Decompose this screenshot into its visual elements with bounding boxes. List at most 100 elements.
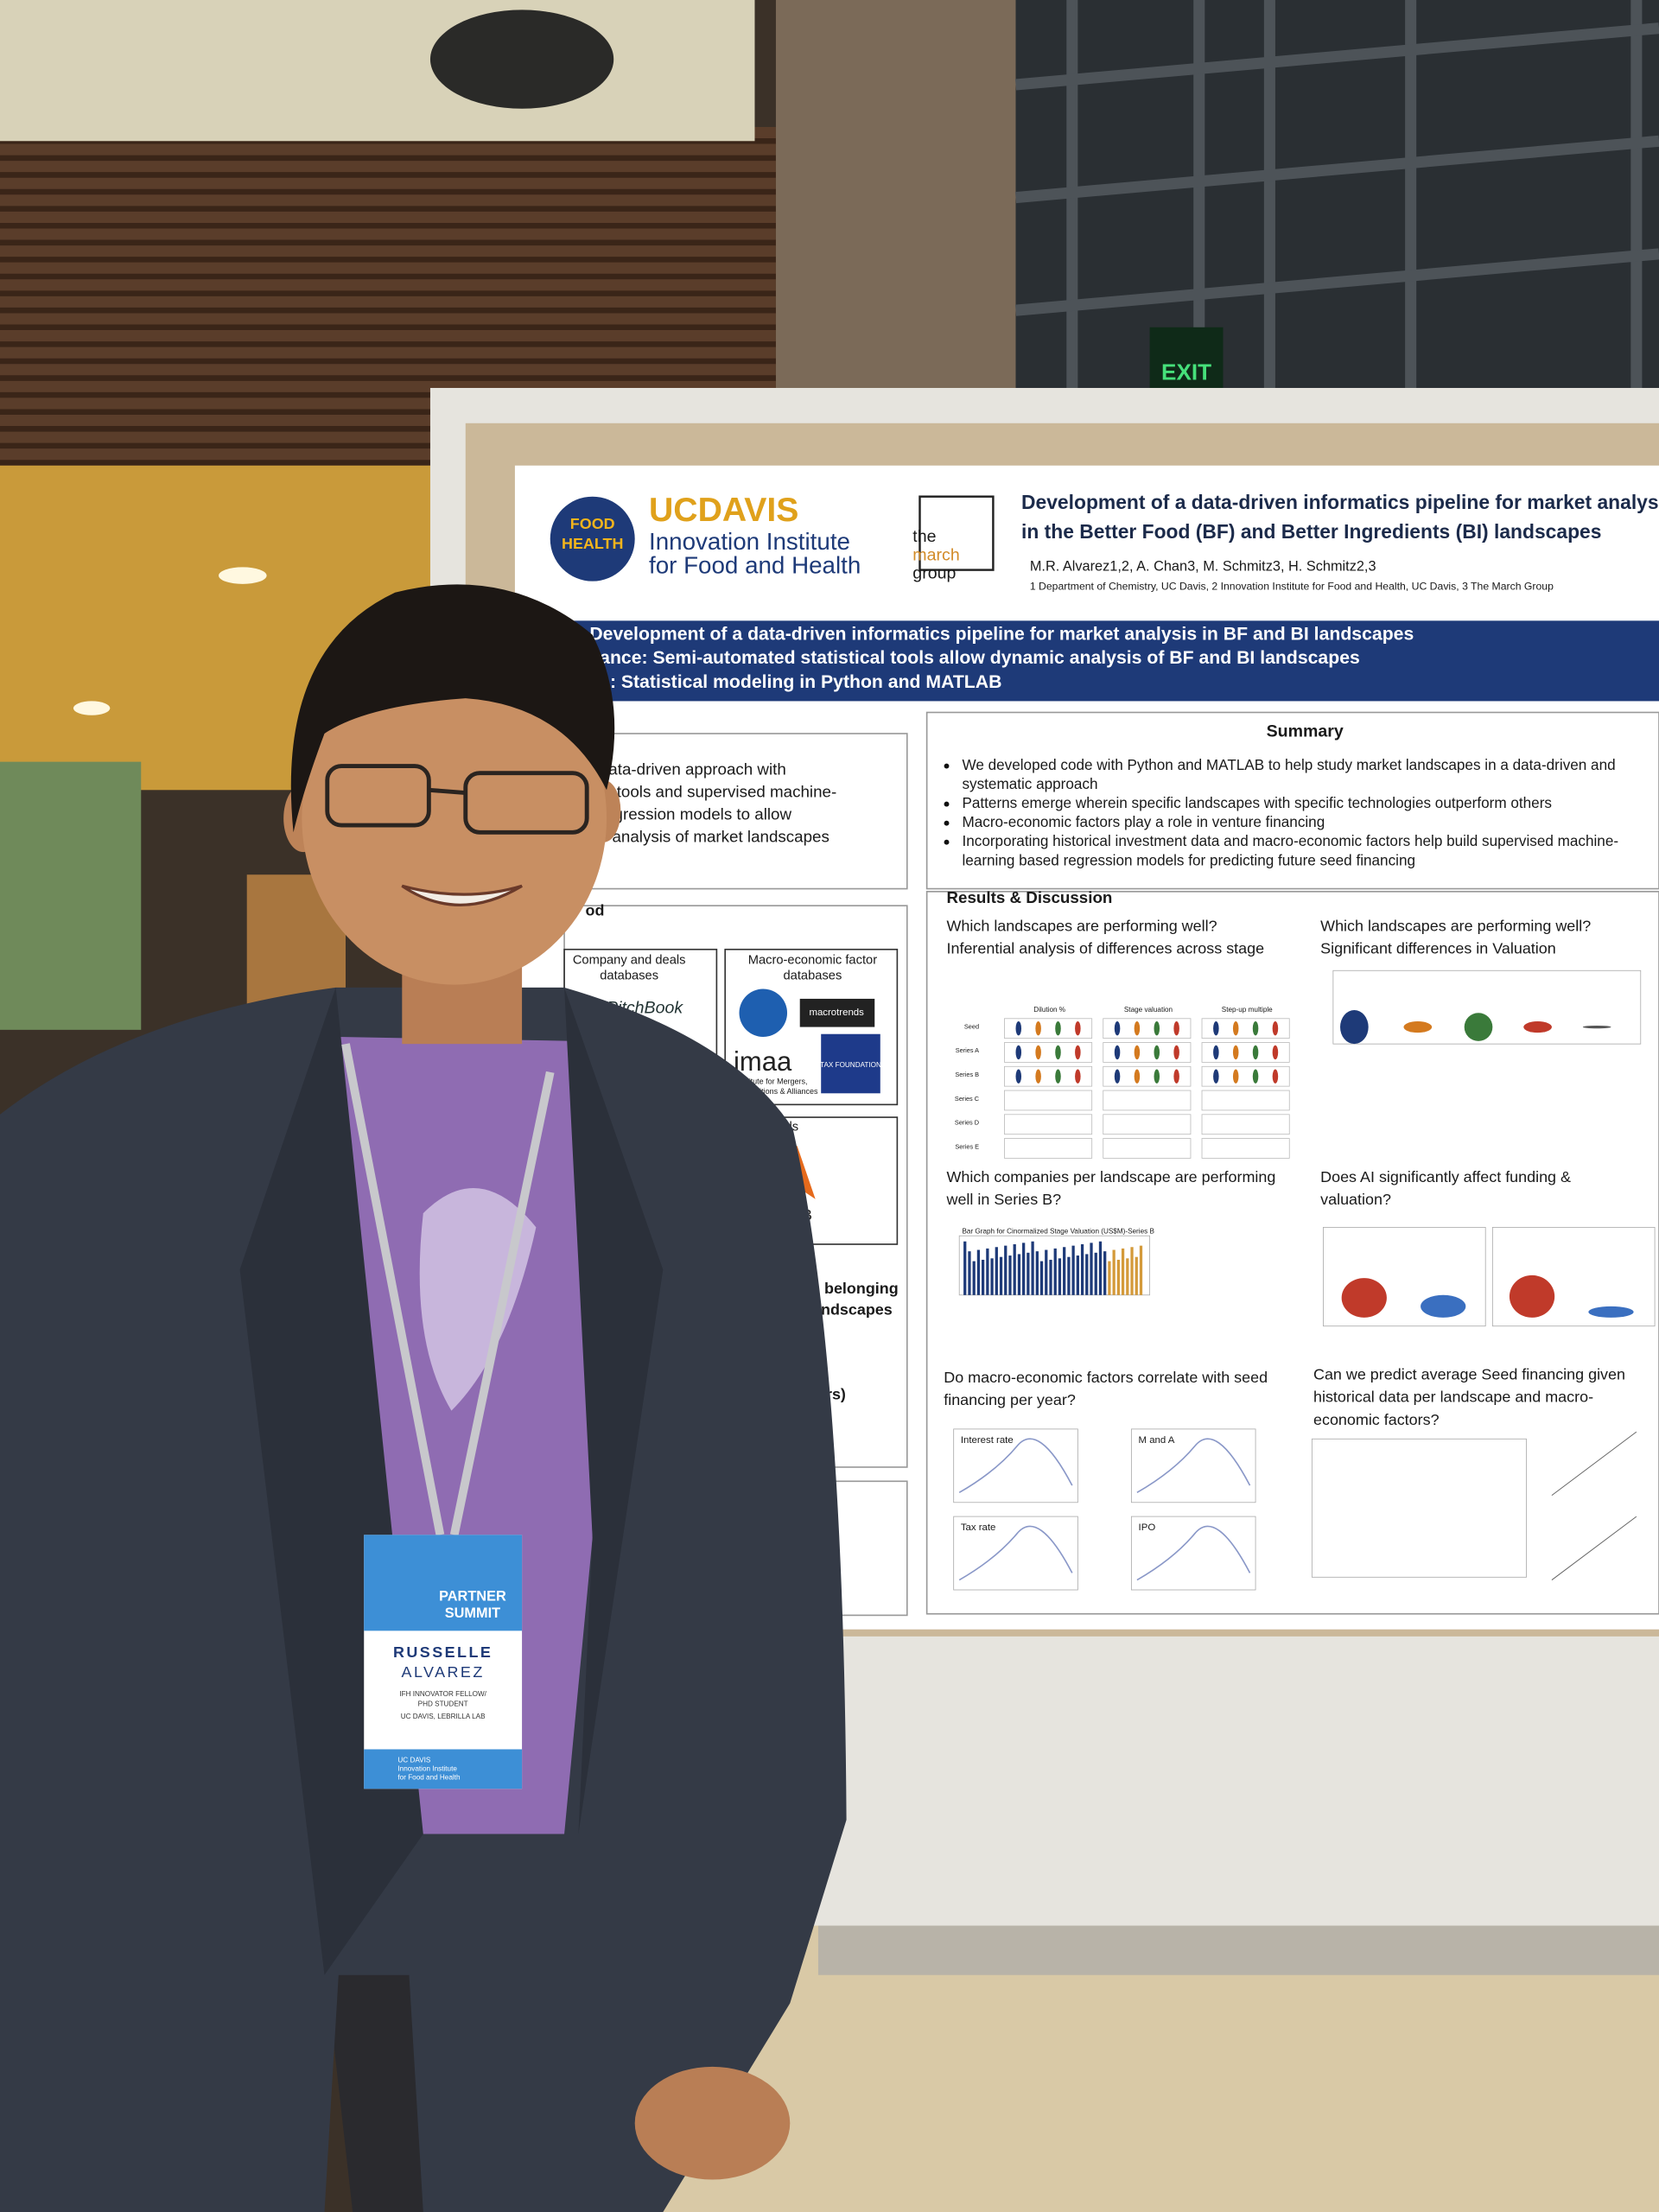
text-label: Can we predict average Seed financing gi…: [1313, 1366, 1625, 1383]
text-label: economic factors?: [1313, 1411, 1440, 1428]
fit-line: [1551, 1516, 1637, 1580]
violin: [1523, 1021, 1552, 1033]
bar: [1130, 1247, 1134, 1295]
text-label: Incorporating historical investment data…: [962, 832, 1618, 849]
violin: [1252, 1069, 1259, 1084]
text-label: Which landscapes are performing well?: [947, 917, 1217, 934]
smile: [401, 884, 523, 906]
bar: [1027, 1252, 1030, 1295]
bar: [963, 1241, 967, 1295]
text-label: Seed: [964, 1023, 979, 1031]
plot-box: [953, 1428, 1078, 1503]
bar: [1058, 1258, 1062, 1295]
violin: [1464, 1013, 1493, 1041]
text-label: UC DAVIS, LEBRILLA LAB: [401, 1713, 486, 1720]
text-label: macrotrends: [809, 1007, 864, 1018]
plot-cell: [1201, 1138, 1290, 1159]
macrotrends-logo: [799, 998, 875, 1027]
bullet: [944, 763, 950, 769]
text-label: : Development of a data-driven informati…: [578, 624, 1414, 644]
text-label: Stage valuation: [1124, 1006, 1173, 1014]
text-label: c analysis of market landscapes: [600, 828, 830, 846]
text-label: UC DAVIS: [397, 1757, 430, 1764]
plot-box: [1491, 1227, 1656, 1327]
plot-cell: [1004, 1138, 1093, 1159]
green-wall: [0, 761, 142, 1030]
bar: [1045, 1249, 1048, 1295]
text-label: Series B: [955, 1071, 979, 1078]
violin: [1213, 1045, 1219, 1060]
bar: [1017, 1254, 1021, 1295]
violin: [1582, 1025, 1611, 1029]
food-logo: [550, 496, 635, 582]
violin: [1252, 1021, 1259, 1036]
text-label: Do macro-economic factors correlate with…: [944, 1369, 1268, 1386]
text-label: systematic approach: [962, 775, 1097, 792]
violin: [1035, 1021, 1041, 1036]
logo-icon: [739, 988, 788, 1037]
text-label: Macro-economic factor: [748, 954, 877, 968]
violin: [1213, 1069, 1219, 1084]
text-label: Which landscapes are performing well?: [1320, 917, 1591, 934]
text-label: valuation?: [1320, 1191, 1391, 1208]
text-label: Series E: [955, 1142, 979, 1150]
bar: [968, 1251, 971, 1295]
text-label: Dilution %: [1033, 1006, 1065, 1014]
bar: [1108, 1261, 1111, 1295]
text-label: for Food and Health: [649, 552, 861, 579]
mullion: [1014, 22, 1659, 91]
hand: [634, 2066, 791, 2180]
text-label: Series C: [955, 1095, 980, 1103]
violin: [1114, 1021, 1121, 1036]
bar: [1103, 1251, 1107, 1295]
bar: [1053, 1248, 1057, 1295]
text-label: ach: Statistical modeling in Python and …: [578, 672, 1001, 692]
plot-box: [1332, 969, 1642, 1045]
violin: [1035, 1069, 1041, 1084]
violin: [1509, 1274, 1555, 1318]
mullion: [1014, 135, 1659, 204]
violin: [1134, 1021, 1141, 1036]
bar: [1063, 1247, 1066, 1295]
panel: [925, 891, 1659, 1615]
violin: [1232, 1069, 1239, 1084]
violin: [1055, 1069, 1061, 1084]
bar: [1039, 1261, 1044, 1295]
bar: [1076, 1255, 1079, 1295]
plot-box: [1130, 1428, 1256, 1503]
mullion: [1014, 248, 1659, 316]
violin: [1015, 1045, 1022, 1060]
text-label: TAX FOUNDATION: [820, 1061, 881, 1069]
violin: [1055, 1021, 1061, 1036]
text-label: FOOD: [570, 515, 615, 532]
text-label: PARTNER: [439, 1588, 506, 1604]
plot-box: [1130, 1516, 1256, 1591]
plot-cell: [1004, 1042, 1093, 1063]
bullet: [944, 820, 950, 826]
plot-cell: [1103, 1065, 1192, 1087]
bar: [972, 1261, 976, 1295]
text-label: in the Better Food (BF) and Better Ingre…: [1021, 520, 1601, 543]
violin: [1232, 1021, 1239, 1036]
text-label: M.R. Alvarez1,2, A. Chan3, M. Schmitz3, …: [1030, 559, 1376, 575]
text-label: al tools and supervised machine-: [600, 783, 836, 801]
hair: [290, 584, 615, 833]
exit-sign: [1149, 327, 1224, 392]
violin: [1055, 1045, 1061, 1060]
plot-cell: [1201, 1065, 1290, 1087]
text-label: Development of a data-driven informatics…: [1021, 491, 1659, 513]
text-label: UCDAVIS: [649, 492, 798, 529]
bar: [1085, 1254, 1089, 1295]
lanyard: [341, 1043, 445, 1536]
violin: [1134, 1069, 1141, 1084]
plot-cell: [1004, 1114, 1093, 1135]
bar: [1139, 1245, 1143, 1295]
bar: [1035, 1251, 1039, 1295]
sub-panel: [724, 948, 899, 1106]
violin: [1173, 1069, 1179, 1084]
trend: [958, 1525, 1073, 1581]
plot-cell: [1103, 1138, 1192, 1159]
text-label: imaa: [734, 1046, 792, 1077]
bar: [1049, 1259, 1052, 1295]
text-label: Acquisitions & Alliances: [736, 1087, 818, 1096]
